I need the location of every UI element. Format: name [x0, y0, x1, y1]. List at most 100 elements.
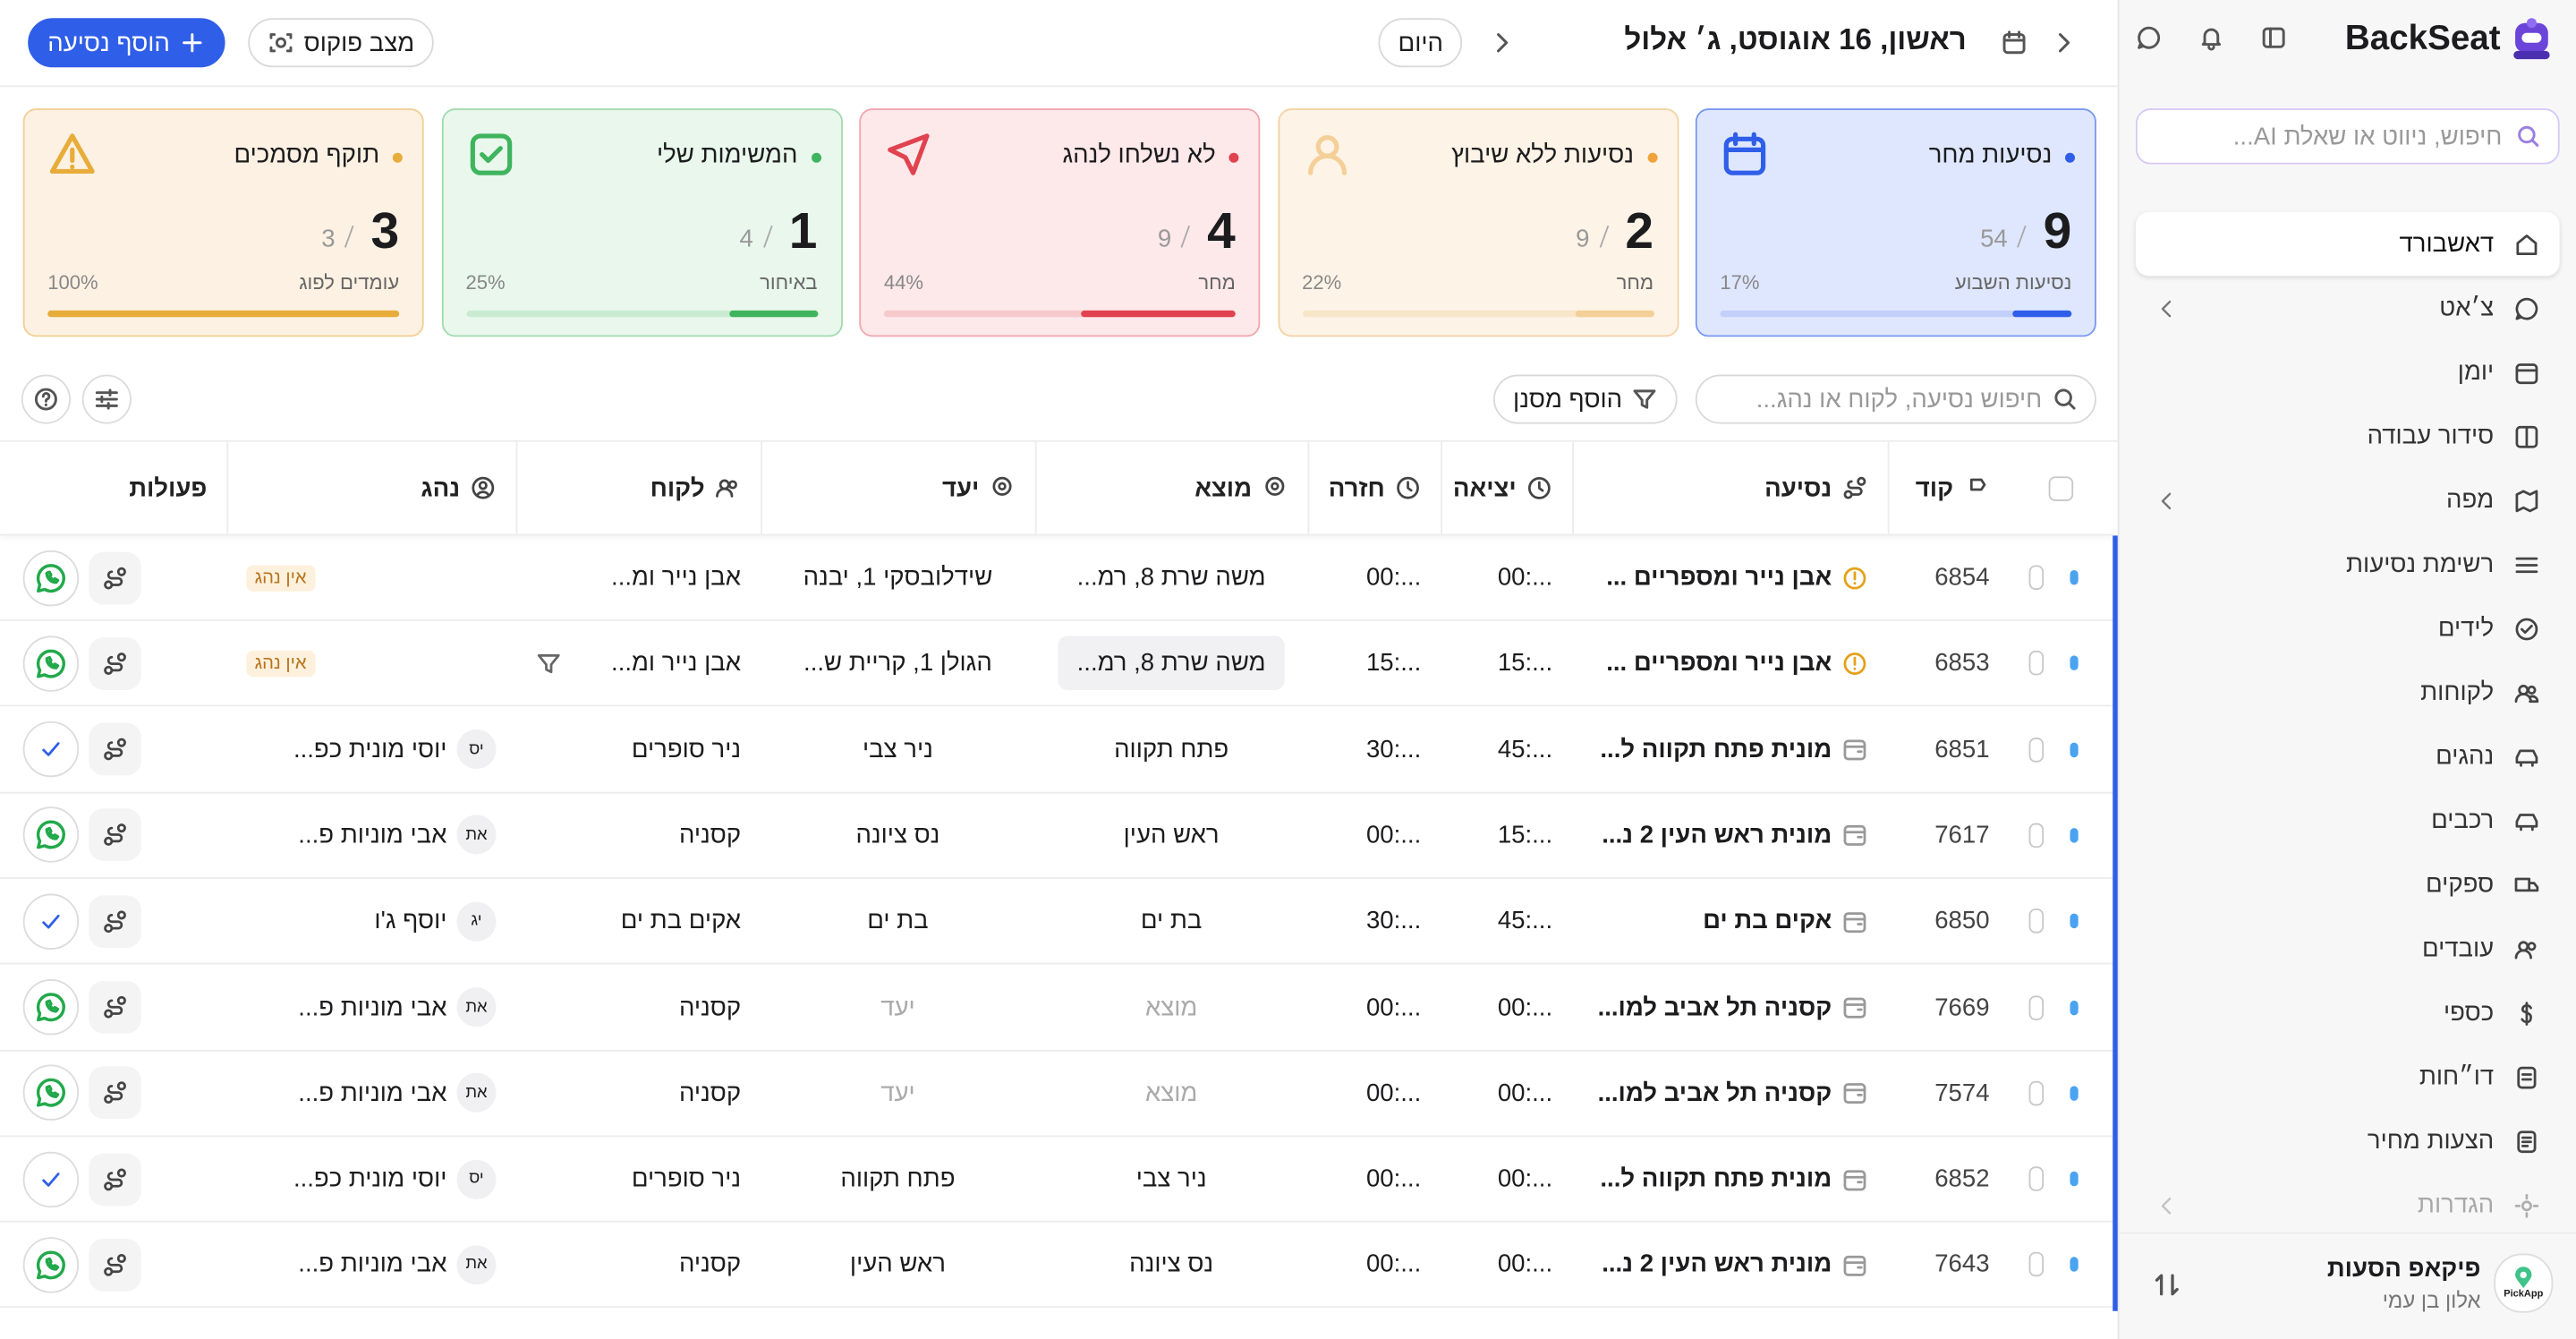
- calendar-icon[interactable]: [2001, 30, 2027, 55]
- focus-button[interactable]: מצב פוקוס: [248, 18, 435, 68]
- sidebar-search[interactable]: חיפוש, ניווט או שאלת AI...: [2135, 108, 2560, 165]
- driver-cell: את אבי מוניות פ...: [226, 1051, 515, 1135]
- check-button[interactable]: [22, 1150, 80, 1207]
- summary-card[interactable]: לא נשלחו לנהג 4 9 מחר 44%: [859, 108, 1261, 337]
- prev-day[interactable]: [2050, 30, 2076, 55]
- panel-icon[interactable]: [2260, 25, 2286, 51]
- progress-track: [1720, 310, 2072, 318]
- card-icon: [1720, 130, 1769, 179]
- trip-row[interactable]: 6850 אקים בת ים 45:... 30:... בת ים בת ים אקים…: [0, 879, 2113, 965]
- card-value: 2: [1625, 201, 1654, 260]
- chevron: [2155, 489, 2179, 512]
- header-cell: יציאה: [1441, 441, 1572, 534]
- origin-cell: מוצא: [1035, 965, 1308, 1049]
- route-button[interactable]: [89, 722, 141, 776]
- today-button[interactable]: היום: [1378, 18, 1464, 68]
- trip-row[interactable]: 6851 מונית פתח תקווה ל... 45:... 30:... פתח …: [0, 707, 2113, 793]
- date: ראשון, 16 אוגוסט, ג׳ אלול: [1624, 22, 1967, 56]
- time: 45:...: [1497, 907, 1553, 935]
- account[interactable]: PickApp פיקאפ הסעות אלון בן עמי: [2119, 1232, 2576, 1339]
- trip-row[interactable]: 7617 מונית ראש העין 2 נ... 15:... 00:... ראש…: [0, 793, 2113, 879]
- trip-row[interactable]: 6852 מונית פתח תקווה ל... 00:... 00:... ניר …: [0, 1137, 2113, 1223]
- checkbox[interactable]: [2028, 1252, 2045, 1277]
- add-filter-button[interactable]: הוסף מסנן: [1493, 374, 1679, 424]
- route-button[interactable]: [89, 1066, 141, 1120]
- checkbox[interactable]: [2028, 908, 2045, 934]
- route-button[interactable]: [89, 980, 141, 1034]
- dest: נס ציונה: [855, 821, 940, 849]
- checkbox[interactable]: [2048, 475, 2074, 500]
- summary-card[interactable]: נסיעות ללא שיבוץ 2 9 מחר 22%: [1277, 108, 1679, 337]
- checkbox[interactable]: [2028, 994, 2045, 1019]
- trip-row[interactable]: 6853 אבן נייר ומספריים ... 15:... 15:... משה…: [0, 621, 2113, 707]
- check-button[interactable]: [22, 721, 80, 778]
- warning-icon: [1841, 565, 1867, 591]
- trip-row[interactable]: 6854 אבן נייר ומספריים ... 00:... 00:... משה…: [0, 535, 2113, 621]
- dest-cell: יעד: [761, 1051, 1035, 1135]
- client: קסניה: [678, 1250, 742, 1279]
- whatsapp-button[interactable]: [22, 1236, 80, 1293]
- nav-item[interactable]: לידים: [2136, 596, 2560, 661]
- bell-icon[interactable]: [2198, 25, 2224, 51]
- time-cell: 15:...: [1308, 621, 1441, 705]
- nav-icon: [2513, 359, 2539, 385]
- nav-item[interactable]: הגדרות: [2136, 1173, 2560, 1238]
- next-day[interactable]: [1489, 30, 1515, 55]
- checkbox[interactable]: [2028, 823, 2045, 848]
- status-dot: [2070, 913, 2079, 929]
- nav-item[interactable]: רשימת נסיעות: [2136, 533, 2560, 597]
- whatsapp-button[interactable]: [22, 635, 80, 692]
- chat-icon[interactable]: [2136, 25, 2162, 51]
- whatsapp-button[interactable]: [22, 550, 80, 606]
- trip-cell: מונית ראש העין 2 נ...: [1572, 793, 1888, 877]
- summary-card[interactable]: המשימות שלי 1 4 באיחור 25%: [440, 108, 843, 337]
- nav-item[interactable]: צ׳אט: [2136, 276, 2560, 340]
- nav-item[interactable]: יומן: [2136, 340, 2560, 405]
- route-button[interactable]: [89, 1152, 141, 1206]
- nav-item[interactable]: רכבים: [2136, 789, 2560, 853]
- search-placeholder: חיפוש נסיעה, לקוח או נהג...: [1756, 385, 2043, 414]
- nav-item[interactable]: דאשבורד: [2135, 211, 2560, 277]
- nav-label: לידים: [2437, 614, 2495, 643]
- nav-item[interactable]: מפה: [2136, 468, 2560, 533]
- table-search[interactable]: חיפוש נסיעה, לקוח או נהג...: [1695, 374, 2096, 424]
- add-trip-button[interactable]: הוסף נסיעה: [28, 18, 226, 68]
- time: 00:...: [1365, 1079, 1422, 1107]
- whatsapp-button[interactable]: [22, 806, 80, 864]
- route-button[interactable]: [89, 808, 141, 862]
- checkbox[interactable]: [2028, 1080, 2045, 1105]
- route-button[interactable]: [89, 1238, 141, 1292]
- checkbox[interactable]: [2028, 737, 2045, 762]
- time-cell: 15:...: [1441, 793, 1572, 877]
- checkbox[interactable]: [2028, 1166, 2045, 1191]
- origin: בת ים: [1140, 907, 1203, 935]
- checkbox[interactable]: [2028, 651, 2045, 676]
- columns-button[interactable]: [81, 374, 132, 424]
- nav-item[interactable]: נהגים: [2136, 724, 2560, 789]
- nav-item[interactable]: ספקים: [2136, 853, 2560, 917]
- summary-card[interactable]: תוקף מסמכים 3 3 עומדים לפוג 100%: [22, 108, 424, 337]
- nav-item[interactable]: דו״חות: [2136, 1045, 2560, 1109]
- trip-row[interactable]: 7643 מונית ראש העין 2 נ... 00:... 00:... נס …: [0, 1223, 2113, 1309]
- help-button[interactable]: [21, 374, 71, 424]
- route-button[interactable]: [89, 550, 141, 604]
- whatsapp-button[interactable]: [22, 1065, 80, 1122]
- switch-icon[interactable]: [2152, 1270, 2181, 1300]
- nav-item[interactable]: סידור עבודה: [2136, 405, 2560, 469]
- trip-row[interactable]: 7669 קסניה תל אביב למו... 00:... 00:... מוצא…: [0, 965, 2113, 1051]
- nav-item[interactable]: הצעות מחיר: [2136, 1109, 2560, 1173]
- route-button[interactable]: [89, 636, 141, 690]
- route-button[interactable]: [89, 894, 141, 948]
- no-driver-badge: אין נהג: [246, 650, 315, 677]
- header-icon: [1841, 474, 1867, 500]
- route-icon: [102, 823, 128, 849]
- nav-item[interactable]: עובדים: [2136, 917, 2560, 981]
- client-cell: קסניה: [516, 965, 761, 1049]
- nav-item[interactable]: כספי: [2136, 981, 2560, 1045]
- whatsapp-button[interactable]: [22, 979, 80, 1036]
- nav-item[interactable]: לקוחות: [2136, 661, 2560, 725]
- check-button[interactable]: [22, 892, 80, 950]
- checkbox[interactable]: [2028, 565, 2045, 590]
- summary-card[interactable]: נסיעות מחר 9 54 נסיעות השבוע 17%: [1695, 108, 2096, 337]
- trip-row[interactable]: 7574 קסניה תל אביב למו... 00:... 00:... מוצא…: [0, 1051, 2113, 1137]
